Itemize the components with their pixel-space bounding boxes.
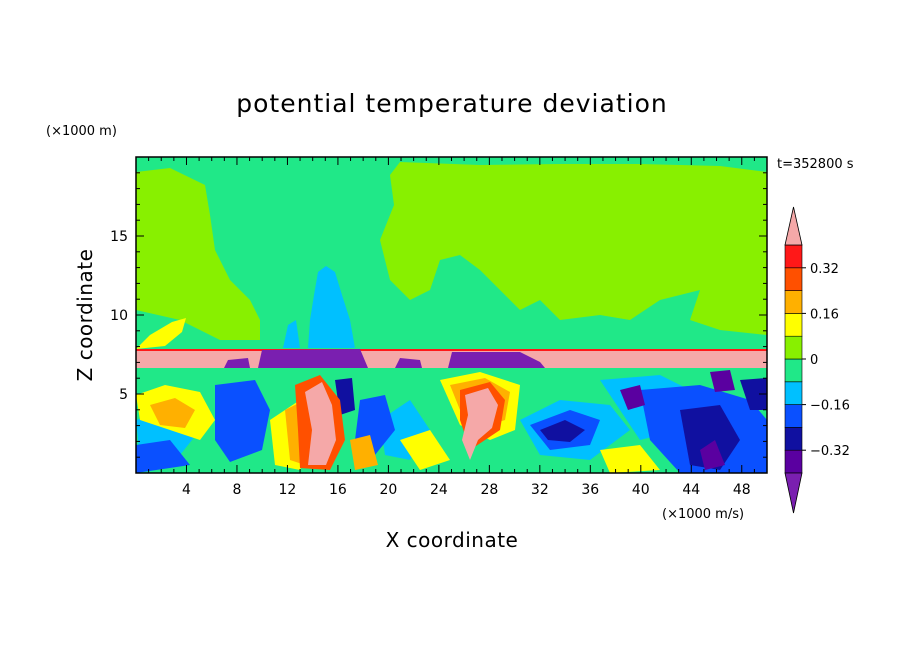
y-tick-label: 5	[119, 387, 128, 403]
field-cyan-plume	[283, 266, 355, 348]
field-lower-violet	[620, 370, 735, 470]
field-cap-purple	[224, 349, 545, 368]
x-tick-label: 20	[379, 482, 397, 498]
y-tick-label: 10	[110, 308, 128, 324]
colorbar-band	[784, 267, 803, 291]
colorbar-extend-bottom	[784, 472, 803, 514]
field-upper-yellow	[136, 318, 186, 349]
plot-area	[136, 157, 767, 473]
y-axis-ticks: 5 10 15	[110, 172, 767, 458]
colorbar-band	[784, 335, 803, 360]
colorbar-band	[784, 313, 803, 337]
colorbar-label: −0.32	[810, 444, 850, 459]
y-axis-unit: (×1000 m)	[46, 124, 117, 139]
y-axis-label: Z coordinate	[73, 249, 97, 382]
colorbar-band	[784, 244, 803, 269]
colorbar-band	[784, 381, 803, 405]
colorbar-extend-top	[784, 206, 803, 246]
colorbar-band	[784, 427, 803, 451]
colorbar-label: 0.32	[810, 262, 839, 277]
colorbar-band	[784, 449, 803, 474]
x-tick-label: 48	[733, 482, 751, 498]
x-axis-label: X coordinate	[386, 528, 519, 552]
colorbar: 0.32 0.16 0 −0.16 −0.32	[784, 206, 850, 514]
colorbar-label: 0.16	[810, 307, 839, 322]
colorbar-band	[784, 358, 803, 383]
x-tick-label: 24	[430, 482, 448, 498]
colorbar-band	[784, 404, 803, 428]
x-tick-label: 32	[531, 482, 549, 498]
y-tick-label: 15	[110, 229, 128, 245]
colorbar-band	[784, 290, 803, 314]
field-cap-edge	[136, 349, 767, 351]
x-tick-label: 28	[480, 482, 498, 498]
time-stamp: t=352800 s	[777, 157, 854, 172]
x-tick-label: 12	[279, 482, 297, 498]
x-tick-label: 36	[581, 482, 599, 498]
x-tick-label: 8	[232, 482, 241, 498]
field-upper-patches	[136, 157, 767, 349]
x-axis-unit: (×1000 m/s)	[662, 507, 744, 522]
x-tick-label: 4	[182, 482, 191, 498]
chart-title: potential temperature deviation	[236, 89, 667, 118]
x-tick-label: 44	[682, 482, 700, 498]
x-axis-ticks: 4 8 12 16 20 24 28 32 36 40 44 48	[148, 157, 755, 498]
x-tick-label: 40	[632, 482, 650, 498]
field-lower-pink	[305, 382, 498, 465]
colorbar-label: −0.16	[810, 399, 850, 414]
x-tick-label: 16	[329, 482, 347, 498]
colorbar-label: 0	[810, 353, 818, 368]
